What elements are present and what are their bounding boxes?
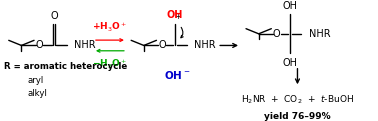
Text: OH: OH <box>282 58 297 68</box>
Text: H$_2$NR  +  CO$_2$  +  $t$-BuOH: H$_2$NR + CO$_2$ + $t$-BuOH <box>241 94 354 106</box>
Text: aryl: aryl <box>27 76 43 85</box>
Text: O: O <box>36 40 43 50</box>
Text: O: O <box>273 29 280 39</box>
Text: O: O <box>158 40 166 50</box>
Text: OH: OH <box>282 1 297 11</box>
Text: +: + <box>175 12 181 21</box>
Text: NHR: NHR <box>194 40 215 50</box>
Text: NHR: NHR <box>309 29 330 39</box>
Text: $\mathbf{-}$H$_3$O$^+$: $\mathbf{-}$H$_3$O$^+$ <box>92 58 127 71</box>
Text: NHR: NHR <box>74 40 96 50</box>
Text: OH: OH <box>167 10 183 20</box>
Text: R = aromatic heterocycle: R = aromatic heterocycle <box>5 62 128 71</box>
Text: +H$_3$O$^+$: +H$_3$O$^+$ <box>92 21 127 34</box>
Text: OH$^-$: OH$^-$ <box>164 69 190 81</box>
Text: O: O <box>50 11 58 21</box>
Text: yield 76–99%: yield 76–99% <box>264 112 331 121</box>
Text: alkyl: alkyl <box>27 90 47 98</box>
